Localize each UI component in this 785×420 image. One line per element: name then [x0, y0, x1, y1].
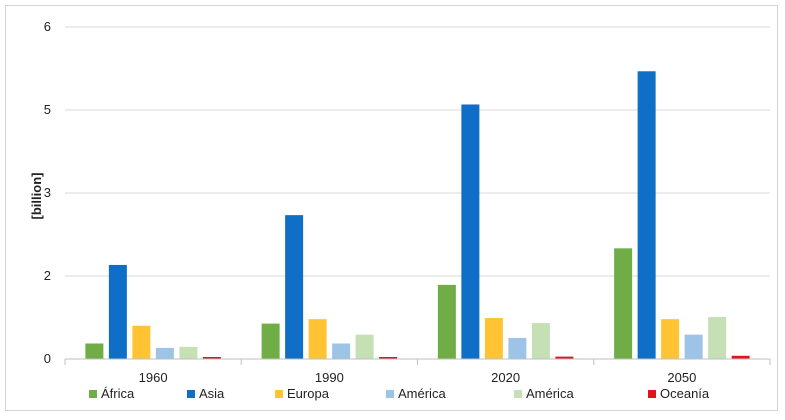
- y-tick-label: 5: [44, 102, 51, 117]
- bar: [731, 355, 750, 359]
- bar: [437, 284, 456, 359]
- legend-swatch: [514, 390, 522, 398]
- bar: [285, 215, 304, 359]
- bar: [708, 316, 727, 359]
- bar-chart: 0 2 3 5 6 [billion] 1960 1990 2020 2050 África A…: [29, 19, 771, 401]
- bar: [108, 264, 127, 359]
- y-tick-label: 6: [44, 19, 51, 34]
- bar: [508, 337, 527, 359]
- legend-swatch: [89, 390, 97, 398]
- bar: [684, 334, 703, 359]
- x-tick-label: 1990: [315, 370, 344, 385]
- bar: [484, 318, 503, 359]
- x-tick-label: 2050: [667, 370, 696, 385]
- bar: [332, 343, 351, 359]
- legend-swatch: [275, 390, 283, 398]
- legend-label: África: [101, 386, 135, 401]
- bar: [379, 357, 398, 359]
- bar: [85, 343, 104, 359]
- bar: [355, 334, 374, 359]
- legend-label: América: [398, 386, 446, 401]
- bar: [155, 347, 174, 359]
- bar: [132, 325, 151, 359]
- bar: [308, 319, 327, 359]
- bar: [614, 248, 633, 359]
- legend-label: América: [526, 386, 574, 401]
- bar: [461, 104, 480, 359]
- bar: [179, 346, 198, 359]
- x-tick-label: 1960: [139, 370, 168, 385]
- y-tick-label: 3: [44, 185, 51, 200]
- bar: [555, 356, 574, 359]
- y-tick-label: 2: [44, 268, 51, 283]
- x-tick-label: 2020: [491, 370, 520, 385]
- legend-swatch: [386, 390, 394, 398]
- legend-label: Oceanía: [660, 386, 710, 401]
- y-tick-label: 0: [44, 351, 51, 366]
- bar: [531, 323, 550, 359]
- bar: [261, 323, 280, 359]
- legend-label: Asia: [199, 386, 225, 401]
- chart-frame: 0 2 3 5 6 [billion] 1960 1990 2020 2050 África A…: [5, 5, 778, 411]
- bar: [661, 319, 680, 359]
- y-axis-label: [billion]: [29, 173, 44, 220]
- bar: [637, 71, 656, 360]
- bar: [202, 357, 221, 359]
- legend-label: Europa: [287, 386, 330, 401]
- legend-swatch: [187, 390, 195, 398]
- legend-swatch: [648, 390, 656, 398]
